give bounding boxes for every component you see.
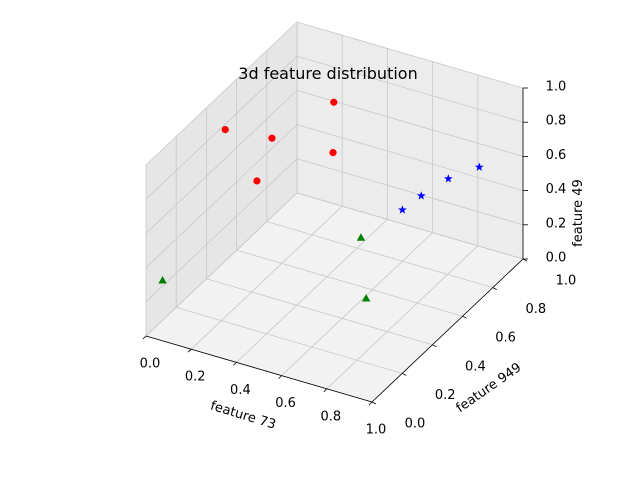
grid-line-z bbox=[145, 90, 298, 234]
y-tick-mark bbox=[492, 287, 497, 290]
data-point-star bbox=[416, 191, 426, 200]
data-point-triangle bbox=[356, 233, 366, 241]
data-point-triangle bbox=[158, 275, 167, 284]
y-tick-label: 1.0 bbox=[556, 274, 577, 289]
grid-line-y bbox=[206, 278, 433, 346]
y-tick-mark bbox=[371, 401, 377, 405]
y-tick-label: 0.4 bbox=[465, 359, 486, 374]
x-tick-label: 0.2 bbox=[185, 370, 206, 385]
x-tick-mark bbox=[142, 335, 147, 340]
x-tick-label: 0.4 bbox=[230, 383, 251, 398]
x-tick-label: 0.6 bbox=[275, 396, 296, 411]
z-tick-label: 0.2 bbox=[546, 216, 567, 231]
y-tick-label: 0.8 bbox=[525, 302, 546, 317]
y-tick-label: 0.6 bbox=[495, 331, 516, 346]
x-tick-label: 1.0 bbox=[366, 423, 387, 438]
data-point-circle bbox=[329, 149, 337, 157]
grid-line-x bbox=[326, 245, 479, 390]
z-tick-label: 0.0 bbox=[546, 251, 567, 266]
axis-panes bbox=[146, 22, 523, 402]
x-tick-label: 0.0 bbox=[140, 357, 161, 372]
data-point-circle bbox=[268, 134, 276, 142]
y-axis-line bbox=[371, 258, 524, 403]
grid-line-y bbox=[176, 307, 403, 374]
x-axis-line bbox=[145, 335, 373, 403]
grid-line-z bbox=[145, 158, 298, 303]
x-tick-mark bbox=[368, 401, 373, 406]
grid-line-z bbox=[145, 55, 298, 200]
z-tick-label: 0.4 bbox=[546, 182, 567, 197]
data-point-star bbox=[474, 162, 484, 171]
left-pane bbox=[146, 22, 297, 336]
data-points bbox=[158, 98, 484, 302]
grid-line-z bbox=[145, 192, 298, 337]
data-point-circle bbox=[221, 126, 229, 134]
z-tick-label: 0.6 bbox=[546, 148, 567, 163]
z-tick-label: 1.0 bbox=[546, 80, 567, 95]
grid-line-z bbox=[145, 124, 298, 268]
y-tick-label: 0.0 bbox=[405, 417, 426, 432]
axis-lines bbox=[142, 87, 528, 406]
back-pane bbox=[297, 22, 523, 259]
grid-line-z bbox=[296, 21, 524, 89]
x-tick-mark bbox=[233, 362, 237, 366]
y-tick-mark bbox=[462, 315, 467, 319]
grid-line-y bbox=[266, 221, 493, 288]
x-tick-mark bbox=[187, 348, 192, 353]
y-tick-mark bbox=[402, 373, 407, 376]
data-point-circle bbox=[253, 177, 261, 185]
data-point-star bbox=[398, 205, 407, 214]
chart-title: 3d feature distribution bbox=[238, 64, 417, 83]
grid-line-x bbox=[281, 232, 433, 376]
grid-line-x bbox=[190, 205, 343, 350]
grid-line-z bbox=[145, 21, 298, 166]
x-axis-label: feature 73 bbox=[209, 399, 278, 433]
data-point-star bbox=[443, 174, 453, 183]
grid-lines bbox=[145, 21, 524, 403]
grid-line-y bbox=[296, 192, 524, 260]
tick-labels: 0.0 0.2 0.4 0.6 0.8 1.0 0.0 0.2 0.4 0.6 0.8 1.0 0.0 0… bbox=[140, 80, 577, 438]
floor-pane bbox=[146, 193, 523, 402]
z-tick-label: 0.8 bbox=[546, 114, 567, 129]
grid-line-x bbox=[236, 219, 388, 363]
x-tick-label: 0.8 bbox=[320, 409, 341, 424]
data-point-circle bbox=[330, 98, 338, 106]
x-tick-mark bbox=[323, 388, 328, 393]
data-point-triangle bbox=[361, 293, 371, 302]
x-tick-mark bbox=[278, 375, 282, 379]
y-tick-mark bbox=[432, 344, 437, 348]
grid-line-z bbox=[296, 55, 524, 123]
grid-line-z bbox=[296, 124, 524, 191]
grid-line-z bbox=[296, 158, 524, 226]
y-tick-label: 0.2 bbox=[435, 388, 456, 403]
grid-line-y bbox=[236, 249, 463, 317]
z-axis-label: feature 49 bbox=[571, 179, 586, 247]
